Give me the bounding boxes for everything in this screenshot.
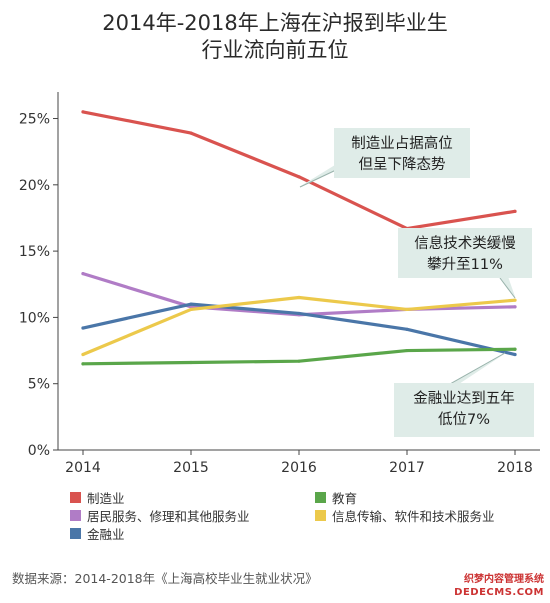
x-tick-label: 2015 bbox=[173, 460, 209, 476]
data-point bbox=[81, 326, 85, 330]
legend-label-finance: 金融业 bbox=[87, 527, 125, 542]
data-point bbox=[297, 311, 301, 316]
watermark: 织梦内容管理系统 DEDECMS.COM bbox=[454, 573, 544, 599]
data-point bbox=[405, 307, 409, 312]
annotation-text: 金融业达到五年 bbox=[413, 390, 515, 407]
legend-label-resident-services: 居民服务、修理和其他服务业 bbox=[87, 509, 250, 524]
series-line bbox=[81, 302, 517, 357]
legend-item-manufacturing: 制造业 bbox=[70, 488, 125, 507]
legend-swatch-finance bbox=[70, 528, 81, 539]
annotation-box bbox=[394, 383, 534, 437]
x-tick-label: 2014 bbox=[65, 460, 101, 476]
data-point bbox=[513, 347, 517, 351]
data-point bbox=[513, 352, 517, 357]
data-point bbox=[189, 307, 193, 312]
y-tick-label: 5% bbox=[28, 377, 50, 393]
data-point bbox=[513, 305, 517, 309]
legend-item-education: 教育 bbox=[315, 488, 357, 507]
annotation-text: 攀升至11% bbox=[427, 256, 503, 273]
legend-swatch-manufacturing bbox=[70, 492, 81, 503]
annotation-leader bbox=[299, 169, 337, 188]
chart-title-line-2: 行业流向前五位 bbox=[201, 38, 349, 62]
legend-item-it-services: 信息传输、软件和技术服务业 bbox=[315, 506, 495, 525]
data-point bbox=[189, 302, 193, 306]
data-point bbox=[81, 352, 85, 357]
annotation-text: 但呈下降态势 bbox=[359, 156, 446, 173]
annotation-text: 低位7% bbox=[438, 411, 490, 428]
watermark-line-1: 织梦内容管理系统 bbox=[464, 574, 544, 585]
data-point bbox=[513, 209, 517, 213]
legend-item-resident-services: 居民服务、修理和其他服务业 bbox=[70, 506, 250, 525]
y-tick-label: 10% bbox=[19, 310, 50, 326]
data-point bbox=[405, 348, 409, 353]
data-point bbox=[81, 362, 85, 366]
data-point bbox=[513, 298, 517, 302]
watermark-line-2: DEDECMS.COM bbox=[454, 587, 544, 598]
series-line bbox=[81, 272, 517, 317]
y-tick-label: 15% bbox=[19, 244, 50, 260]
annotation-leader bbox=[499, 277, 516, 299]
data-point bbox=[189, 305, 193, 309]
line-chart: 0% 5% 10% 15% 20% 25% 2014 2015 2016 2017 2018 制造业占… bbox=[19, 92, 540, 476]
data-point bbox=[81, 272, 85, 276]
y-tick-label: 20% bbox=[19, 178, 50, 194]
x-tick-label: 2018 bbox=[497, 460, 533, 476]
annotation-text: 制造业占据高位 bbox=[351, 135, 453, 152]
legend-swatch-education bbox=[315, 492, 326, 503]
x-tick-label: 2017 bbox=[389, 460, 425, 476]
chart-title-line-1: 2014年-2018年上海在沪报到毕业生 bbox=[102, 11, 448, 35]
data-point bbox=[297, 175, 301, 179]
annotation-box bbox=[334, 128, 470, 178]
legend-label-it-services: 信息传输、软件和技术服务业 bbox=[332, 509, 495, 524]
annotation-text: 信息技术类缓慢 bbox=[414, 235, 516, 252]
data-point bbox=[405, 327, 409, 331]
source-note: 数据来源：2014-2018年《上海高校毕业生就业状况》 bbox=[12, 571, 318, 586]
legend-label-education: 教育 bbox=[332, 491, 358, 506]
y-tick-label: 0% bbox=[28, 443, 50, 459]
data-point bbox=[189, 360, 193, 365]
legend-label-manufacturing: 制造业 bbox=[87, 491, 125, 506]
data-point bbox=[81, 110, 85, 114]
legend-item-finance: 金融业 bbox=[70, 524, 125, 543]
series-line bbox=[81, 295, 517, 357]
data-point bbox=[189, 131, 193, 135]
annotation-box bbox=[398, 228, 532, 278]
x-tick-label: 2016 bbox=[281, 460, 317, 476]
chart-title: 2014年-2018年上海在沪报到毕业生 行业流向前五位 bbox=[0, 10, 550, 64]
y-tick-label: 25% bbox=[19, 112, 50, 128]
legend-swatch-it-services bbox=[315, 510, 326, 521]
data-point bbox=[297, 295, 301, 300]
legend-swatch-resident-services bbox=[70, 510, 81, 521]
annotation-leader bbox=[449, 352, 506, 385]
data-point bbox=[297, 359, 301, 363]
